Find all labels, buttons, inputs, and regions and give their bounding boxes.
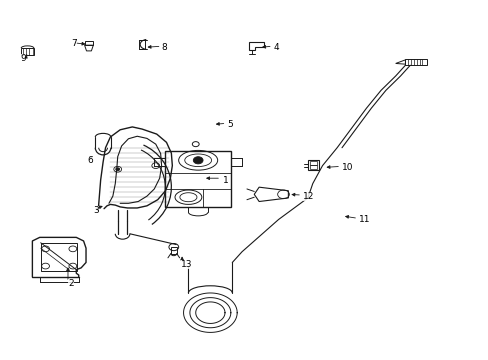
Bar	[405, 59, 427, 65]
Text: 3: 3	[93, 206, 99, 215]
Text: 8: 8	[161, 43, 167, 52]
Text: 5: 5	[227, 120, 233, 129]
Text: 10: 10	[341, 163, 353, 172]
Bar	[309, 161, 316, 165]
Circle shape	[116, 168, 120, 171]
Bar	[309, 165, 316, 168]
Bar	[21, 48, 34, 55]
Text: 6: 6	[87, 156, 93, 165]
Text: 7: 7	[71, 39, 77, 48]
Text: 1: 1	[222, 176, 228, 185]
Bar	[307, 160, 318, 170]
Bar	[41, 243, 77, 271]
Text: 9: 9	[20, 54, 26, 63]
Text: 2: 2	[68, 279, 74, 288]
Bar	[170, 247, 176, 253]
Bar	[84, 41, 93, 45]
Text: 13: 13	[181, 260, 192, 269]
Text: 4: 4	[273, 43, 279, 52]
Bar	[139, 40, 144, 49]
Text: 12: 12	[303, 192, 314, 201]
Circle shape	[193, 157, 203, 164]
Text: 11: 11	[358, 215, 370, 224]
Bar	[164, 151, 231, 207]
